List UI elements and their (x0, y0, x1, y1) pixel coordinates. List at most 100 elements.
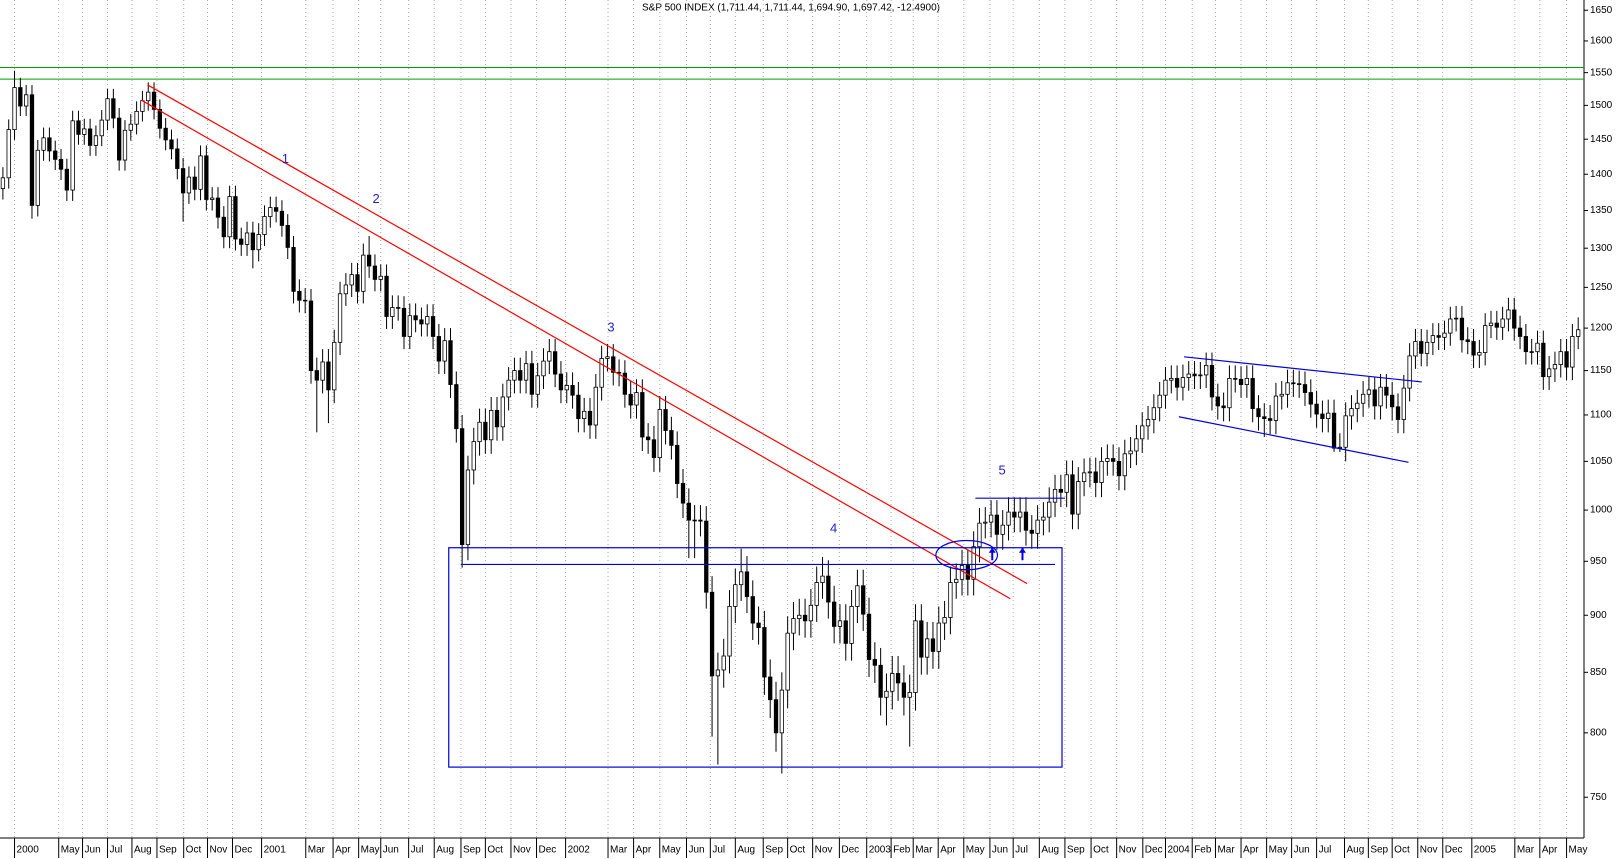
candle-body (1448, 318, 1453, 334)
x-tick-label: Oct (487, 845, 503, 856)
candle-body (82, 128, 87, 135)
x-tick-label: Mar (1217, 845, 1235, 856)
x-tick-label: May (61, 845, 80, 856)
candle-body (314, 370, 319, 381)
candle-body (157, 108, 162, 129)
x-tick-label: Nov (815, 845, 833, 856)
candle-body (628, 393, 633, 406)
candle-body (820, 575, 825, 583)
candle-body (925, 638, 930, 658)
x-tick-label: 2003 (869, 845, 892, 856)
candle-body (704, 520, 709, 593)
x-tick-label: Oct (790, 845, 806, 856)
candle-body (785, 632, 790, 691)
candle-body (1012, 511, 1017, 518)
candle-body (1500, 318, 1505, 328)
x-tick-label: Dec (539, 845, 557, 856)
candle-body (890, 673, 895, 692)
candle-body (611, 356, 616, 373)
x-tick-label: Mar (308, 845, 326, 856)
candle-body (1093, 471, 1098, 483)
candle-body (134, 110, 139, 125)
candle-body (622, 372, 628, 395)
candle-body (180, 168, 186, 194)
candle-body (831, 601, 837, 627)
candle-body (1052, 488, 1058, 503)
candle-body (1546, 368, 1552, 378)
candle-body (279, 210, 285, 226)
candle-body (163, 127, 168, 141)
candle-body (244, 232, 250, 245)
candle-body (1494, 322, 1499, 328)
candle-body (919, 620, 924, 658)
x-tick-label: Aug (134, 845, 152, 856)
candle-body (378, 275, 383, 280)
candle-body (93, 135, 99, 146)
y-tick-label: 800 (1590, 727, 1607, 738)
candle-body (965, 565, 970, 580)
candle-body (1198, 374, 1203, 377)
candle-body (744, 571, 750, 597)
candle-body (285, 225, 290, 248)
candle-body (268, 207, 273, 217)
candle-body (1081, 472, 1087, 482)
x-tick-label: May (1269, 845, 1288, 856)
candle-body (1157, 394, 1162, 409)
y-tick-label: 1450 (1590, 134, 1613, 145)
x-tick-label: May (966, 845, 985, 856)
candle-body (1436, 335, 1441, 338)
candle-body (355, 274, 360, 292)
candle-body (221, 216, 226, 238)
candle-body (1523, 336, 1529, 353)
candle-body (1215, 396, 1220, 407)
x-tick-label: Jun (992, 845, 1008, 856)
candle-body (477, 421, 482, 443)
candle-body (657, 409, 662, 458)
candle-body (768, 676, 773, 701)
candle-body (715, 669, 721, 677)
candle-body (570, 385, 575, 396)
x-tick-label: Oct (186, 845, 202, 856)
y-tick-label: 1200 (1590, 323, 1613, 334)
x-tick-label: Jun (688, 845, 704, 856)
x-tick-label: Aug (1041, 845, 1059, 856)
candle-body (407, 315, 412, 337)
candle-body (541, 360, 546, 377)
candle-body (1535, 342, 1540, 353)
candle-body (518, 370, 523, 381)
candle-body (878, 664, 883, 698)
candle-body (1070, 474, 1075, 515)
x-tick-label: Dec (1445, 845, 1463, 856)
candle-body (483, 421, 488, 441)
candle-body (1558, 351, 1563, 365)
x-tick-label: Apr (636, 845, 652, 856)
candle-body (1140, 425, 1145, 440)
candle-body (872, 659, 877, 666)
candle-body (1297, 383, 1302, 385)
x-tick-label: Dec (1145, 845, 1163, 856)
annotation-label: 3 (607, 320, 614, 335)
candle-body (1221, 405, 1226, 409)
candle-body (1238, 378, 1244, 385)
candle-body (459, 428, 465, 546)
candle-body (76, 120, 81, 135)
candle-body (954, 578, 959, 583)
candle-body (1517, 327, 1523, 337)
y-tick-label: 1350 (1590, 205, 1613, 216)
candle-body (215, 197, 221, 218)
trendline (140, 99, 1011, 600)
candle-body (1006, 511, 1011, 526)
candle-body (576, 394, 581, 419)
x-tick-label: Aug (436, 845, 454, 856)
candle-body (337, 293, 343, 343)
candle-body (727, 606, 732, 657)
candle-body (303, 299, 308, 302)
candle-body (448, 340, 453, 385)
candle-body (1384, 386, 1389, 396)
annotation-label: 2 (372, 191, 379, 206)
candle-body (1116, 460, 1122, 477)
candle-body (250, 232, 256, 251)
x-tick-label: 2000 (17, 845, 40, 856)
x-tick-label: Oct (1394, 845, 1410, 856)
